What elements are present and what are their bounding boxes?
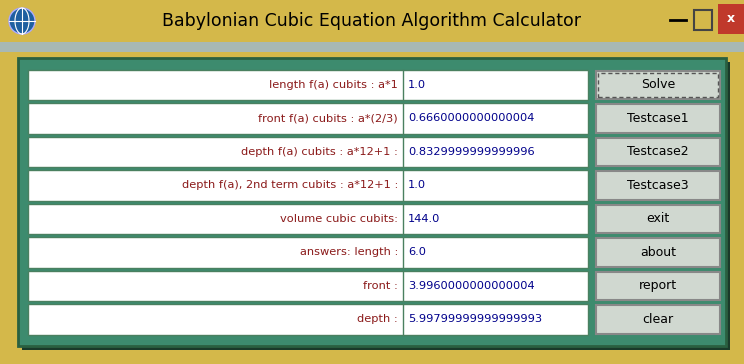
Text: answers: length :: answers: length : bbox=[300, 247, 398, 257]
Text: 0.6660000000000004: 0.6660000000000004 bbox=[408, 113, 534, 123]
Text: 1.0: 1.0 bbox=[408, 180, 426, 190]
FancyBboxPatch shape bbox=[0, 42, 744, 52]
FancyBboxPatch shape bbox=[596, 305, 720, 333]
Text: depth f(a) cubits : a*12+1 :: depth f(a) cubits : a*12+1 : bbox=[241, 147, 398, 157]
Text: x: x bbox=[727, 12, 735, 25]
Text: length f(a) cubits : a*1: length f(a) cubits : a*1 bbox=[269, 80, 398, 90]
Text: 0.8329999999999996: 0.8329999999999996 bbox=[408, 147, 535, 157]
Text: 3.9960000000000004: 3.9960000000000004 bbox=[408, 281, 535, 291]
Text: about: about bbox=[640, 246, 676, 259]
Text: clear: clear bbox=[642, 313, 673, 326]
Text: Testcase1: Testcase1 bbox=[627, 112, 689, 125]
Text: 1.0: 1.0 bbox=[408, 80, 426, 90]
Text: Solve: Solve bbox=[641, 78, 675, 91]
FancyBboxPatch shape bbox=[28, 304, 588, 335]
FancyBboxPatch shape bbox=[28, 170, 588, 201]
FancyBboxPatch shape bbox=[28, 203, 588, 234]
FancyBboxPatch shape bbox=[28, 237, 588, 268]
FancyBboxPatch shape bbox=[28, 270, 588, 301]
Text: front :: front : bbox=[363, 281, 398, 291]
FancyBboxPatch shape bbox=[22, 62, 730, 350]
Text: exit: exit bbox=[647, 212, 670, 225]
Text: front f(a) cubits : a*(2/3): front f(a) cubits : a*(2/3) bbox=[258, 113, 398, 123]
Text: volume cubic cubits:: volume cubic cubits: bbox=[280, 214, 398, 224]
Text: 144.0: 144.0 bbox=[408, 214, 440, 224]
Text: depth f(a), 2nd term cubits : a*12+1 :: depth f(a), 2nd term cubits : a*12+1 : bbox=[182, 180, 398, 190]
Text: 5.99799999999999993: 5.99799999999999993 bbox=[408, 314, 542, 324]
FancyBboxPatch shape bbox=[28, 70, 588, 100]
FancyBboxPatch shape bbox=[596, 171, 720, 199]
Text: Testcase3: Testcase3 bbox=[627, 179, 689, 192]
FancyBboxPatch shape bbox=[596, 104, 720, 132]
Text: Babylonian Cubic Equation Algorithm Calculator: Babylonian Cubic Equation Algorithm Calc… bbox=[162, 12, 582, 30]
Circle shape bbox=[9, 8, 35, 34]
FancyBboxPatch shape bbox=[596, 272, 720, 300]
FancyBboxPatch shape bbox=[28, 136, 588, 167]
FancyBboxPatch shape bbox=[596, 238, 720, 266]
Text: Testcase2: Testcase2 bbox=[627, 145, 689, 158]
FancyBboxPatch shape bbox=[0, 0, 744, 42]
FancyBboxPatch shape bbox=[596, 138, 720, 166]
FancyBboxPatch shape bbox=[694, 10, 712, 30]
Text: depth :: depth : bbox=[357, 314, 398, 324]
Text: report: report bbox=[639, 279, 677, 292]
FancyBboxPatch shape bbox=[596, 205, 720, 233]
FancyBboxPatch shape bbox=[596, 71, 720, 99]
FancyBboxPatch shape bbox=[718, 4, 744, 34]
FancyBboxPatch shape bbox=[18, 58, 726, 346]
Text: 6.0: 6.0 bbox=[408, 247, 426, 257]
FancyBboxPatch shape bbox=[28, 103, 588, 134]
